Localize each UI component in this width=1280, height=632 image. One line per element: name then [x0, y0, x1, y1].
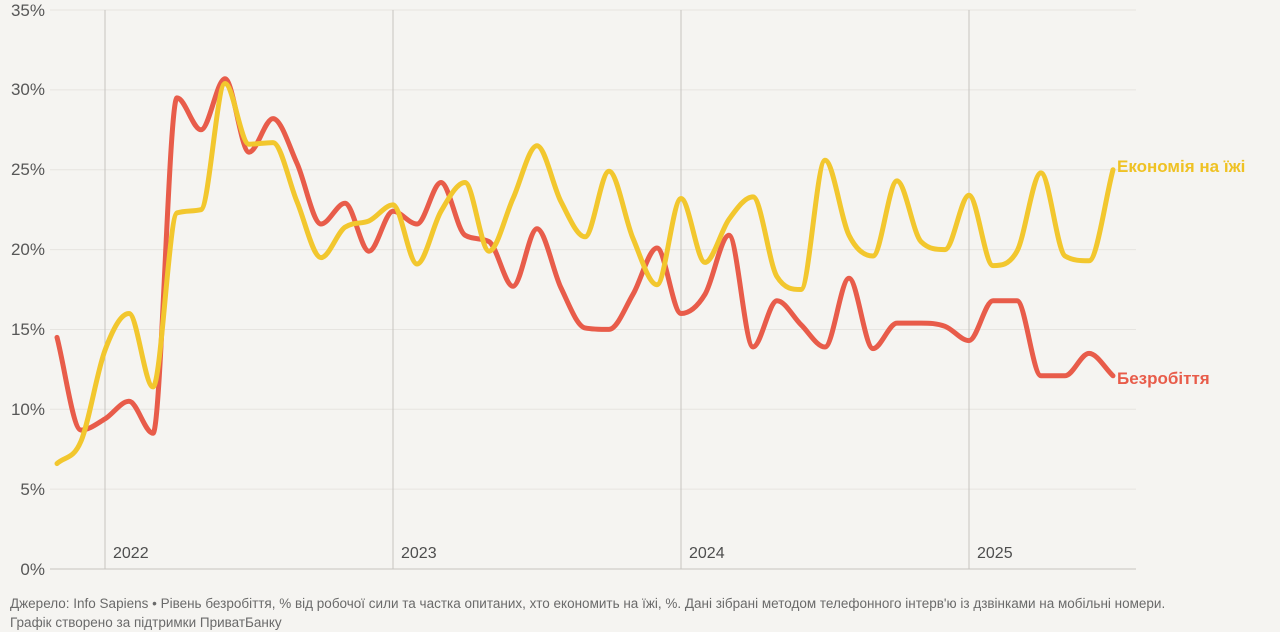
x-axis-year-label: 2022: [113, 545, 149, 562]
y-axis-tick-label: 35%: [10, 0, 45, 20]
y-axis-tick-label: 0%: [20, 559, 45, 579]
x-axis-year-label: 2024: [689, 545, 725, 562]
series-label-food-savings: Економія на їжі: [1117, 157, 1246, 176]
x-axis-year-label: 2023: [401, 545, 437, 562]
y-axis-tick-label: 25%: [10, 160, 45, 180]
source-note: Джерело: Info Sapiens • Рівень безробітт…: [10, 596, 1166, 611]
series-line-unemployment: [54, 76, 1116, 436]
y-axis-tick-label: 15%: [10, 319, 45, 339]
credit-note: Графік створено за підтримки ПриватБанку: [10, 615, 282, 630]
y-axis-tick-label: 20%: [10, 240, 45, 260]
x-axis-year-label: 2025: [977, 545, 1013, 562]
y-axis-tick-label: 10%: [10, 399, 45, 419]
series-label-unemployment: Безробіття: [1117, 369, 1210, 388]
y-axis-tick-label: 30%: [10, 80, 45, 100]
series-line-food-savings: [54, 81, 1116, 467]
y-axis-tick-label: 5%: [20, 479, 45, 499]
